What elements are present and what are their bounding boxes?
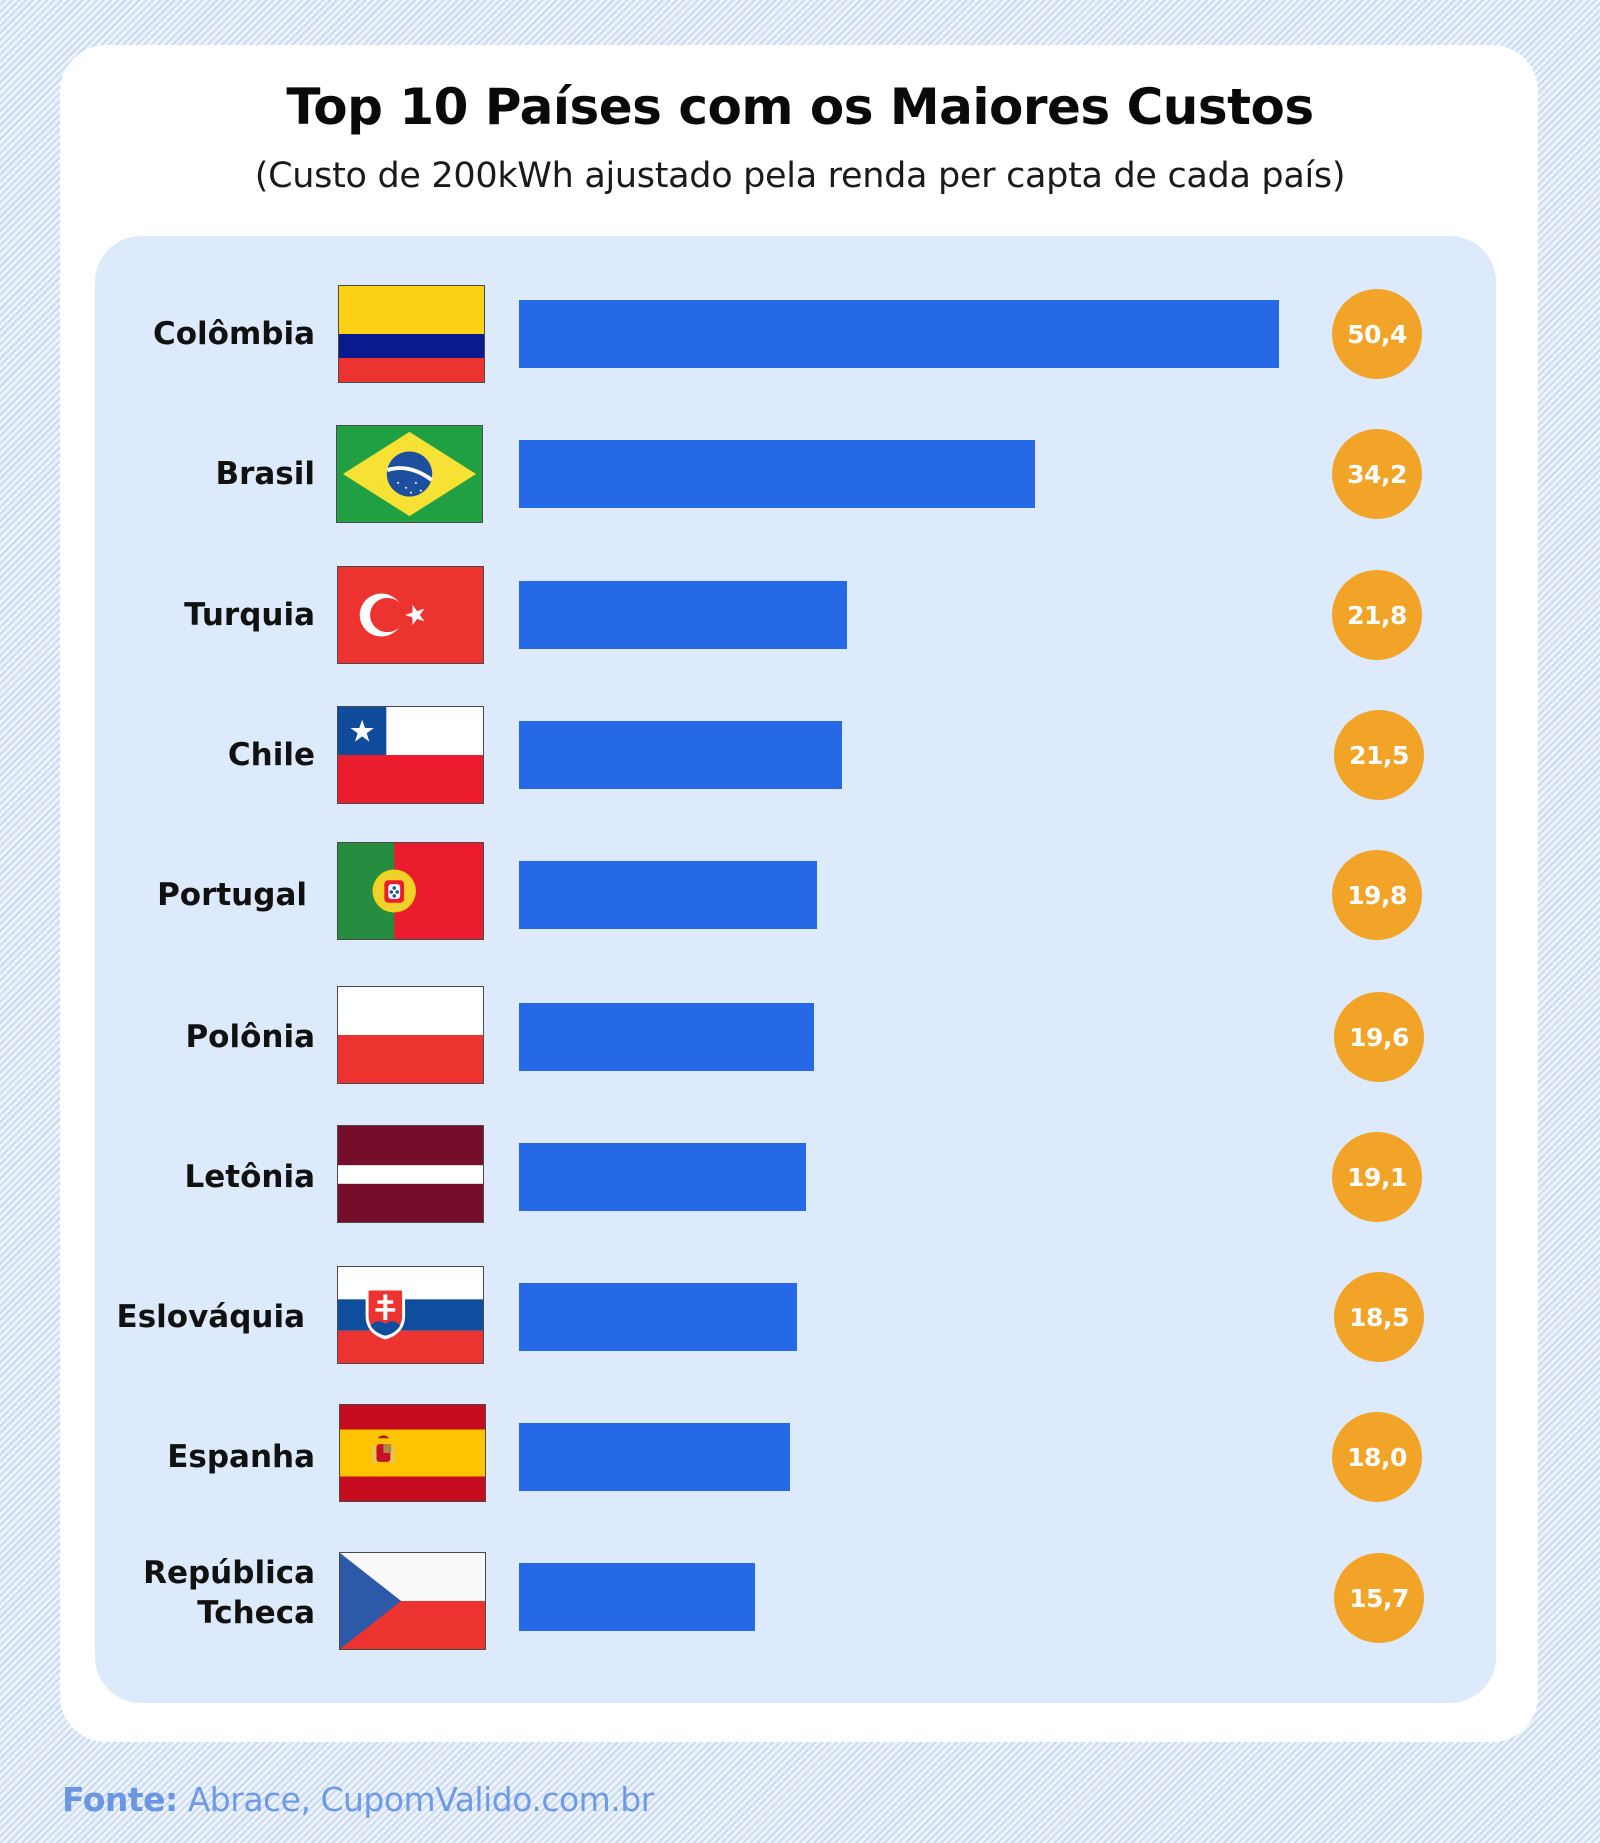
value-badge: 18,0 xyxy=(1332,1412,1422,1502)
value-bar xyxy=(519,440,1035,508)
bar-row: Turquia 21,8 xyxy=(0,545,1600,685)
country-label: Eslováquia xyxy=(116,1299,305,1335)
country-label: Chile xyxy=(227,737,315,773)
country-label: Turquia xyxy=(184,597,315,633)
country-label: Letônia xyxy=(184,1159,315,1195)
value-bar xyxy=(519,1283,797,1351)
bar-row: República Tcheca 15,7 xyxy=(0,1528,1600,1668)
brazil-flag-icon xyxy=(336,425,483,523)
value-bar xyxy=(519,1003,814,1071)
value-badge: 34,2 xyxy=(1332,429,1422,519)
bar-row: Polônia 19,6 xyxy=(0,967,1600,1107)
value-badge: 21,8 xyxy=(1332,570,1422,660)
bar-row: Portugal 19,8 xyxy=(0,825,1600,965)
country-label: Polônia xyxy=(185,1019,315,1055)
value-badge: 19,6 xyxy=(1334,992,1424,1082)
country-label-line2: Tcheca xyxy=(197,1595,315,1631)
bar-row: Eslováquia 18,5 xyxy=(0,1247,1600,1387)
value-bar xyxy=(519,300,1279,368)
country-label-line1: República xyxy=(143,1555,315,1591)
bar-row: Espanha 18,0 xyxy=(0,1387,1600,1527)
value-bar xyxy=(519,861,817,929)
value-bar xyxy=(519,721,842,789)
value-badge: 15,7 xyxy=(1334,1553,1424,1643)
chile-flag-icon xyxy=(337,706,484,804)
value-bar xyxy=(519,581,847,649)
poland-flag-icon xyxy=(337,986,484,1084)
bar-row: Letônia 19,1 xyxy=(0,1107,1600,1247)
source-text: Abrace, CupomValido.com.br xyxy=(177,1780,655,1819)
value-bar xyxy=(519,1143,806,1211)
chart-title: Top 10 Países com os Maiores Custos xyxy=(286,78,1314,136)
country-label: Brasil xyxy=(215,456,315,492)
value-bar xyxy=(519,1423,790,1491)
source-label: Fonte: xyxy=(62,1780,178,1819)
country-label: Espanha xyxy=(167,1439,315,1475)
colombia-flag-icon xyxy=(338,285,485,383)
latvia-flag-icon xyxy=(337,1125,484,1223)
portugal-flag-icon xyxy=(337,842,484,940)
turkey-flag-icon xyxy=(337,566,484,664)
value-badge: 19,8 xyxy=(1332,850,1422,940)
source-footer: Fonte: Abrace, CupomValido.com.br xyxy=(62,1780,654,1819)
bar-row: Brasil 34,2 xyxy=(0,404,1600,544)
slovakia-flag-icon xyxy=(337,1266,484,1364)
spain-flag-icon xyxy=(339,1404,486,1502)
value-badge: 19,1 xyxy=(1332,1132,1422,1222)
bar-row: Chile 21,5 xyxy=(0,685,1600,825)
chart-subtitle: (Custo de 200kWh ajustado pela renda per… xyxy=(254,156,1346,196)
country-label: República Tcheca xyxy=(55,1553,315,1633)
value-badge: 18,5 xyxy=(1334,1272,1424,1362)
country-label: Portugal xyxy=(157,877,307,913)
value-badge: 50,4 xyxy=(1332,289,1422,379)
value-bar xyxy=(519,1563,755,1631)
czech-flag-icon xyxy=(339,1552,486,1650)
bar-row: Colômbia 50,4 xyxy=(0,264,1600,404)
value-badge: 21,5 xyxy=(1334,710,1424,800)
country-label: Colômbia xyxy=(152,316,315,352)
